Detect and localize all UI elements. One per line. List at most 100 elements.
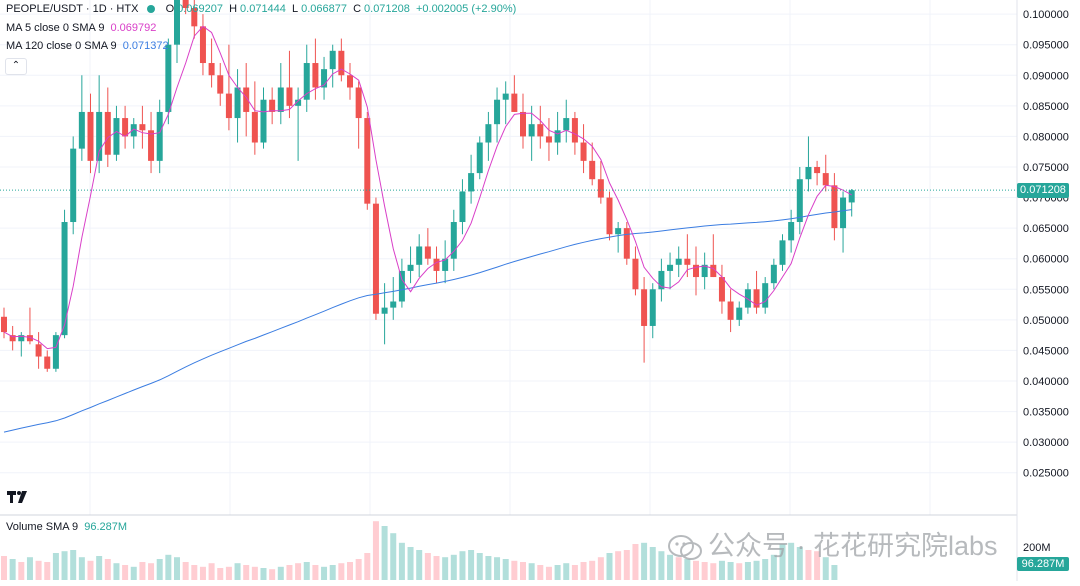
volume-bar xyxy=(658,551,665,580)
volume-bar xyxy=(312,565,319,580)
candle xyxy=(597,160,604,204)
price-tick-label: 0.085000 xyxy=(1023,101,1069,113)
candle-body xyxy=(667,264,674,271)
volume-bar xyxy=(217,568,224,580)
candle-body xyxy=(199,26,206,64)
candle-body xyxy=(693,264,699,278)
chevron-up-icon[interactable]: ⌃ xyxy=(5,58,27,75)
candle-body xyxy=(26,335,33,342)
candle xyxy=(286,50,293,119)
volume-bar xyxy=(260,568,267,580)
candle-body xyxy=(727,301,734,320)
volume-bar xyxy=(398,542,405,580)
tradingview-logo-icon[interactable] xyxy=(7,490,29,504)
status-dot xyxy=(146,5,155,14)
volume-bar xyxy=(78,557,85,580)
candle-body xyxy=(442,258,449,271)
candle xyxy=(779,234,786,271)
last-price-tag: 0.071208 xyxy=(1017,183,1069,198)
candle xyxy=(390,277,397,320)
candle xyxy=(762,277,769,314)
candle-body xyxy=(632,258,639,290)
candle xyxy=(182,0,189,15)
candle-body xyxy=(511,93,518,112)
ma5-legend[interactable]: MA 5 close 0 SMA 9 0.069792 xyxy=(6,22,159,34)
candle-body xyxy=(684,258,691,265)
candle-body xyxy=(78,111,85,149)
candle xyxy=(355,81,362,149)
price-tick-label: 0.095000 xyxy=(1023,40,1069,52)
candle xyxy=(753,270,760,314)
ma5-label: MA 5 close 0 SMA 9 xyxy=(6,22,105,34)
volume-bar xyxy=(225,566,232,580)
candle-body xyxy=(208,63,215,76)
candle-body xyxy=(398,270,405,302)
volume-bar xyxy=(753,560,760,580)
candle-body xyxy=(450,222,457,259)
candle xyxy=(217,63,224,106)
wechat-icon xyxy=(668,534,702,561)
candle-body xyxy=(580,142,587,161)
volume-bar xyxy=(762,559,769,580)
ma120-legend[interactable]: MA 120 close 0 SMA 9 0.071372 xyxy=(6,40,172,52)
volume-bar xyxy=(563,563,570,580)
candle xyxy=(606,191,613,241)
volume-bar xyxy=(814,551,821,580)
candle xyxy=(649,283,656,339)
candle-body xyxy=(1,316,7,333)
candle xyxy=(35,332,42,369)
volume-bar xyxy=(450,554,457,580)
volume-bar xyxy=(295,563,302,580)
volume-bar xyxy=(424,553,431,580)
volume-bar xyxy=(182,562,189,580)
volume-bar xyxy=(139,562,146,580)
change-value: +0.002005 (+2.90%) xyxy=(415,3,517,15)
candle-body xyxy=(225,93,232,119)
volume-bar xyxy=(364,553,371,580)
candle xyxy=(381,283,388,345)
volume-bar xyxy=(329,565,336,580)
candle xyxy=(442,240,449,284)
candle-body xyxy=(537,124,544,137)
open-value: 0.069207 xyxy=(177,3,224,15)
candle xyxy=(641,277,648,363)
candle xyxy=(174,0,180,64)
candle-body xyxy=(545,136,552,143)
candle xyxy=(78,75,85,161)
candle xyxy=(433,246,440,284)
volume-bar xyxy=(355,559,362,580)
volume-bar xyxy=(597,557,604,580)
volume-value: 96.287M xyxy=(84,521,128,533)
candle-body xyxy=(122,118,129,137)
candle xyxy=(632,246,639,296)
candle-body xyxy=(174,0,180,45)
price-tick-label: 0.045000 xyxy=(1023,345,1069,357)
candle-body xyxy=(848,190,855,203)
volume-legend[interactable]: Volume SMA 9 96.287M xyxy=(6,521,130,533)
candle xyxy=(718,264,725,314)
candle-body xyxy=(165,44,172,112)
candle xyxy=(52,332,59,372)
candle xyxy=(840,191,847,253)
candle xyxy=(338,38,345,82)
candle-body xyxy=(303,63,310,100)
volume-bar xyxy=(632,544,639,580)
volume-bar xyxy=(87,560,94,580)
candle xyxy=(814,160,821,186)
candle-body xyxy=(312,63,319,88)
candle xyxy=(744,283,751,314)
volume-bar xyxy=(433,556,440,580)
candle-body xyxy=(217,75,224,94)
candle-body xyxy=(321,69,328,88)
candle-body xyxy=(364,118,371,204)
candle-body xyxy=(407,264,414,271)
candle-body xyxy=(615,228,622,235)
symbol-title[interactable]: PEOPLE/USDT · 1D · HTX xyxy=(6,3,139,15)
candle xyxy=(528,105,535,161)
candle xyxy=(710,234,717,278)
candle xyxy=(329,44,336,88)
candle xyxy=(693,246,699,296)
candle-body xyxy=(113,118,120,155)
